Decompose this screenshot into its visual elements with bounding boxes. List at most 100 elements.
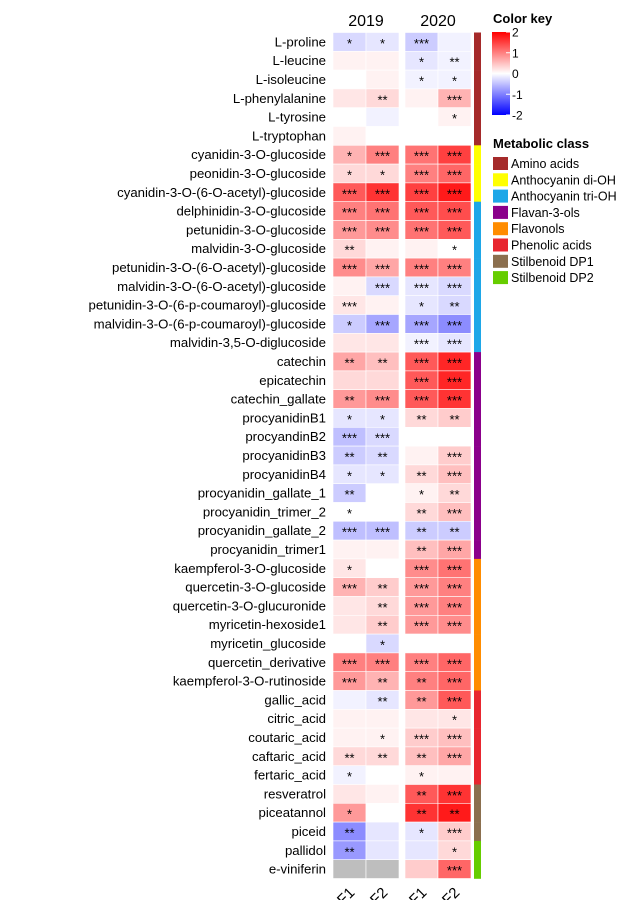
column-label: CF1: [398, 884, 430, 900]
heatmap-cell: [404, 445, 439, 466]
significance-marker: *: [452, 243, 457, 258]
significance-marker: *: [347, 807, 352, 822]
heatmap-cell: [332, 126, 367, 146]
significance-marker: **: [344, 393, 354, 408]
significance-marker: **: [449, 807, 459, 822]
class-bar-segment: [474, 51, 481, 71]
heatmap-cell: [332, 708, 367, 729]
significance-marker: ***: [447, 750, 462, 765]
class-bar-segment: [474, 540, 481, 560]
class-bar-segment: [474, 389, 481, 409]
significance-marker: **: [377, 675, 387, 690]
class-bar-segment: [474, 126, 481, 146]
significance-marker: *: [347, 506, 352, 521]
significance-marker: *: [452, 74, 457, 89]
class-bar-segment: [474, 634, 481, 654]
heatmap-cell: [404, 239, 439, 259]
class-bar-segment: [474, 558, 481, 578]
significance-marker: **: [344, 844, 354, 859]
heatmap-cell: [437, 32, 472, 52]
heatmap-cell: [332, 596, 367, 616]
significance-marker: ***: [447, 694, 462, 709]
class-legend-swatch: [493, 157, 508, 170]
row-label: petunidin-3-O-glucoside: [186, 222, 326, 237]
class-bar-segment: [474, 803, 481, 823]
heatmap-cell: [404, 426, 439, 447]
class-bar-segment: [474, 427, 481, 447]
row-label: malvidin-3-O-(6-O-acetyl)-glucoside: [117, 279, 326, 294]
class-bar-segment: [474, 596, 481, 616]
class-bar-segment: [474, 502, 481, 522]
class-bar-segment: [474, 333, 481, 353]
color-key-tick-label: 1: [512, 46, 519, 60]
row-label: kaempferol-3-O-rutinoside: [173, 674, 326, 689]
significance-marker: ***: [447, 337, 462, 352]
heatmap-cell: [332, 370, 367, 390]
significance-marker: **: [344, 356, 354, 371]
row-label: procyanidinB1: [242, 410, 326, 425]
significance-marker: ***: [447, 619, 462, 634]
class-legend-label: Flavonols: [511, 222, 565, 236]
heatmap-cell: [365, 708, 400, 729]
heatmap-cell: [365, 840, 400, 861]
significance-marker: ***: [342, 224, 357, 239]
heatmap-cell: [332, 69, 367, 90]
year-label: 2019: [348, 13, 384, 30]
class-bar-segment: [474, 145, 481, 165]
significance-marker: **: [416, 506, 426, 521]
class-bar-segment: [474, 201, 481, 221]
significance-marker: *: [380, 36, 385, 51]
heatmap-cell: [404, 107, 439, 127]
class-legend-items: Amino acids Anthocyanin di-OH Anthocyanin …: [493, 157, 617, 285]
heatmap-cell: [365, 859, 400, 879]
significance-marker: **: [377, 356, 387, 371]
significance-marker: **: [377, 619, 387, 634]
row-label: procyanidinB3: [242, 448, 326, 463]
significance-marker: ***: [447, 544, 462, 559]
color-key-gradient-bar: [492, 32, 510, 115]
heatmap-cell: [365, 483, 400, 503]
significance-marker: **: [344, 487, 354, 502]
heatmap-cell: [365, 50, 400, 71]
class-legend-title: Metabolic class: [493, 136, 589, 151]
class-bar-segment: [474, 464, 481, 484]
heatmap-cell: [332, 50, 367, 71]
significance-marker: *: [452, 111, 457, 126]
color-key-title: Color key: [493, 11, 553, 26]
significance-marker: ***: [414, 356, 429, 371]
class-bar-segment: [474, 521, 481, 541]
significance-marker: ***: [414, 562, 429, 577]
row-label: coutaric_acid: [248, 730, 326, 745]
significance-marker: ***: [414, 205, 429, 220]
significance-marker: ***: [414, 280, 429, 295]
metabolic-class-legend: Metabolic class Amino acids Anthocyanin d…: [493, 136, 617, 285]
class-bar-segment: [474, 446, 481, 466]
significance-marker: ***: [342, 205, 357, 220]
class-bar-segment: [474, 70, 481, 90]
significance-marker: **: [344, 243, 354, 258]
heatmap-cell: [365, 539, 400, 560]
significance-marker: ***: [447, 675, 462, 690]
heatmap-cells: [332, 32, 472, 879]
significance-marker: *: [347, 36, 352, 51]
column-label: CF1: [326, 884, 358, 900]
significance-marker: *: [380, 468, 385, 483]
significance-marker: **: [344, 826, 354, 841]
row-label: cyanidin-3-O-glucoside: [191, 147, 326, 162]
significance-marker: ***: [342, 525, 357, 540]
class-bar-segment: [474, 746, 481, 766]
class-legend-swatch: [493, 238, 508, 252]
significance-marker: **: [416, 807, 426, 822]
class-bar-segment: [474, 615, 481, 635]
significance-marker: *: [419, 769, 424, 784]
row-label: procyanidin_trimer_2: [203, 504, 326, 519]
significance-marker: ***: [414, 262, 429, 277]
significance-marker: ***: [447, 656, 462, 671]
class-legend-label: Stilbenoid DP2: [511, 271, 594, 285]
class-legend-label: Amino acids: [511, 157, 579, 171]
class-bar-segment: [474, 295, 481, 315]
class-legend-swatch: [493, 189, 508, 203]
row-label: quercetin-3-O-glucoside: [185, 580, 326, 595]
significance-marker: *: [347, 769, 352, 784]
heatmap-cell: [365, 502, 400, 522]
